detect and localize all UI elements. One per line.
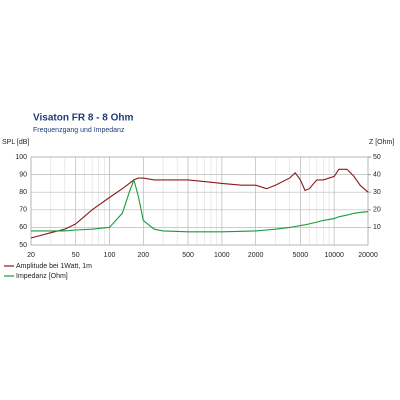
- legend-label: Impedanz [Ohm]: [16, 273, 68, 280]
- y-tick-label: 50: [19, 242, 27, 249]
- x-tick-label: 50: [72, 252, 80, 259]
- legend-label: Amplitude bei 1Watt, 1m: [16, 263, 92, 270]
- y2-tick-label: 30: [373, 189, 381, 196]
- x-tick-label: 1000: [214, 252, 230, 259]
- series-line: [30, 168, 369, 239]
- y2-tick-label: 20: [373, 207, 381, 214]
- x-tick-label: 5000: [293, 252, 309, 259]
- y-tick-label: 80: [19, 189, 27, 196]
- y-tick-label: 70: [19, 207, 27, 214]
- y2-tick-label: 10: [373, 224, 381, 231]
- y-tick-label: 60: [19, 224, 27, 231]
- y2-tick-label: 40: [373, 171, 381, 178]
- chart-title: Visaton FR 8 - 8 Ohm: [33, 113, 133, 124]
- x-tick-label: 20000: [358, 252, 378, 259]
- chart-subtitle: Frequenzgang und Impedanz: [33, 127, 125, 134]
- y-axis-label: SPL [dB]: [2, 139, 29, 146]
- x-tick-label: 200: [137, 252, 149, 259]
- series-line: [31, 178, 369, 233]
- y-tick-label: 90: [19, 171, 27, 178]
- y-tick-label: 100: [15, 154, 27, 161]
- y2-axis-label: Z [Ohm]: [369, 139, 394, 146]
- x-tick-label: 100: [104, 252, 116, 259]
- x-tick-label: 10000: [324, 252, 344, 259]
- plot-area: [30, 156, 369, 246]
- x-tick-label: 2000: [248, 252, 264, 259]
- x-tick-label: 20: [27, 252, 35, 259]
- y2-tick-label: 50: [373, 154, 381, 161]
- x-tick-label: 500: [182, 252, 194, 259]
